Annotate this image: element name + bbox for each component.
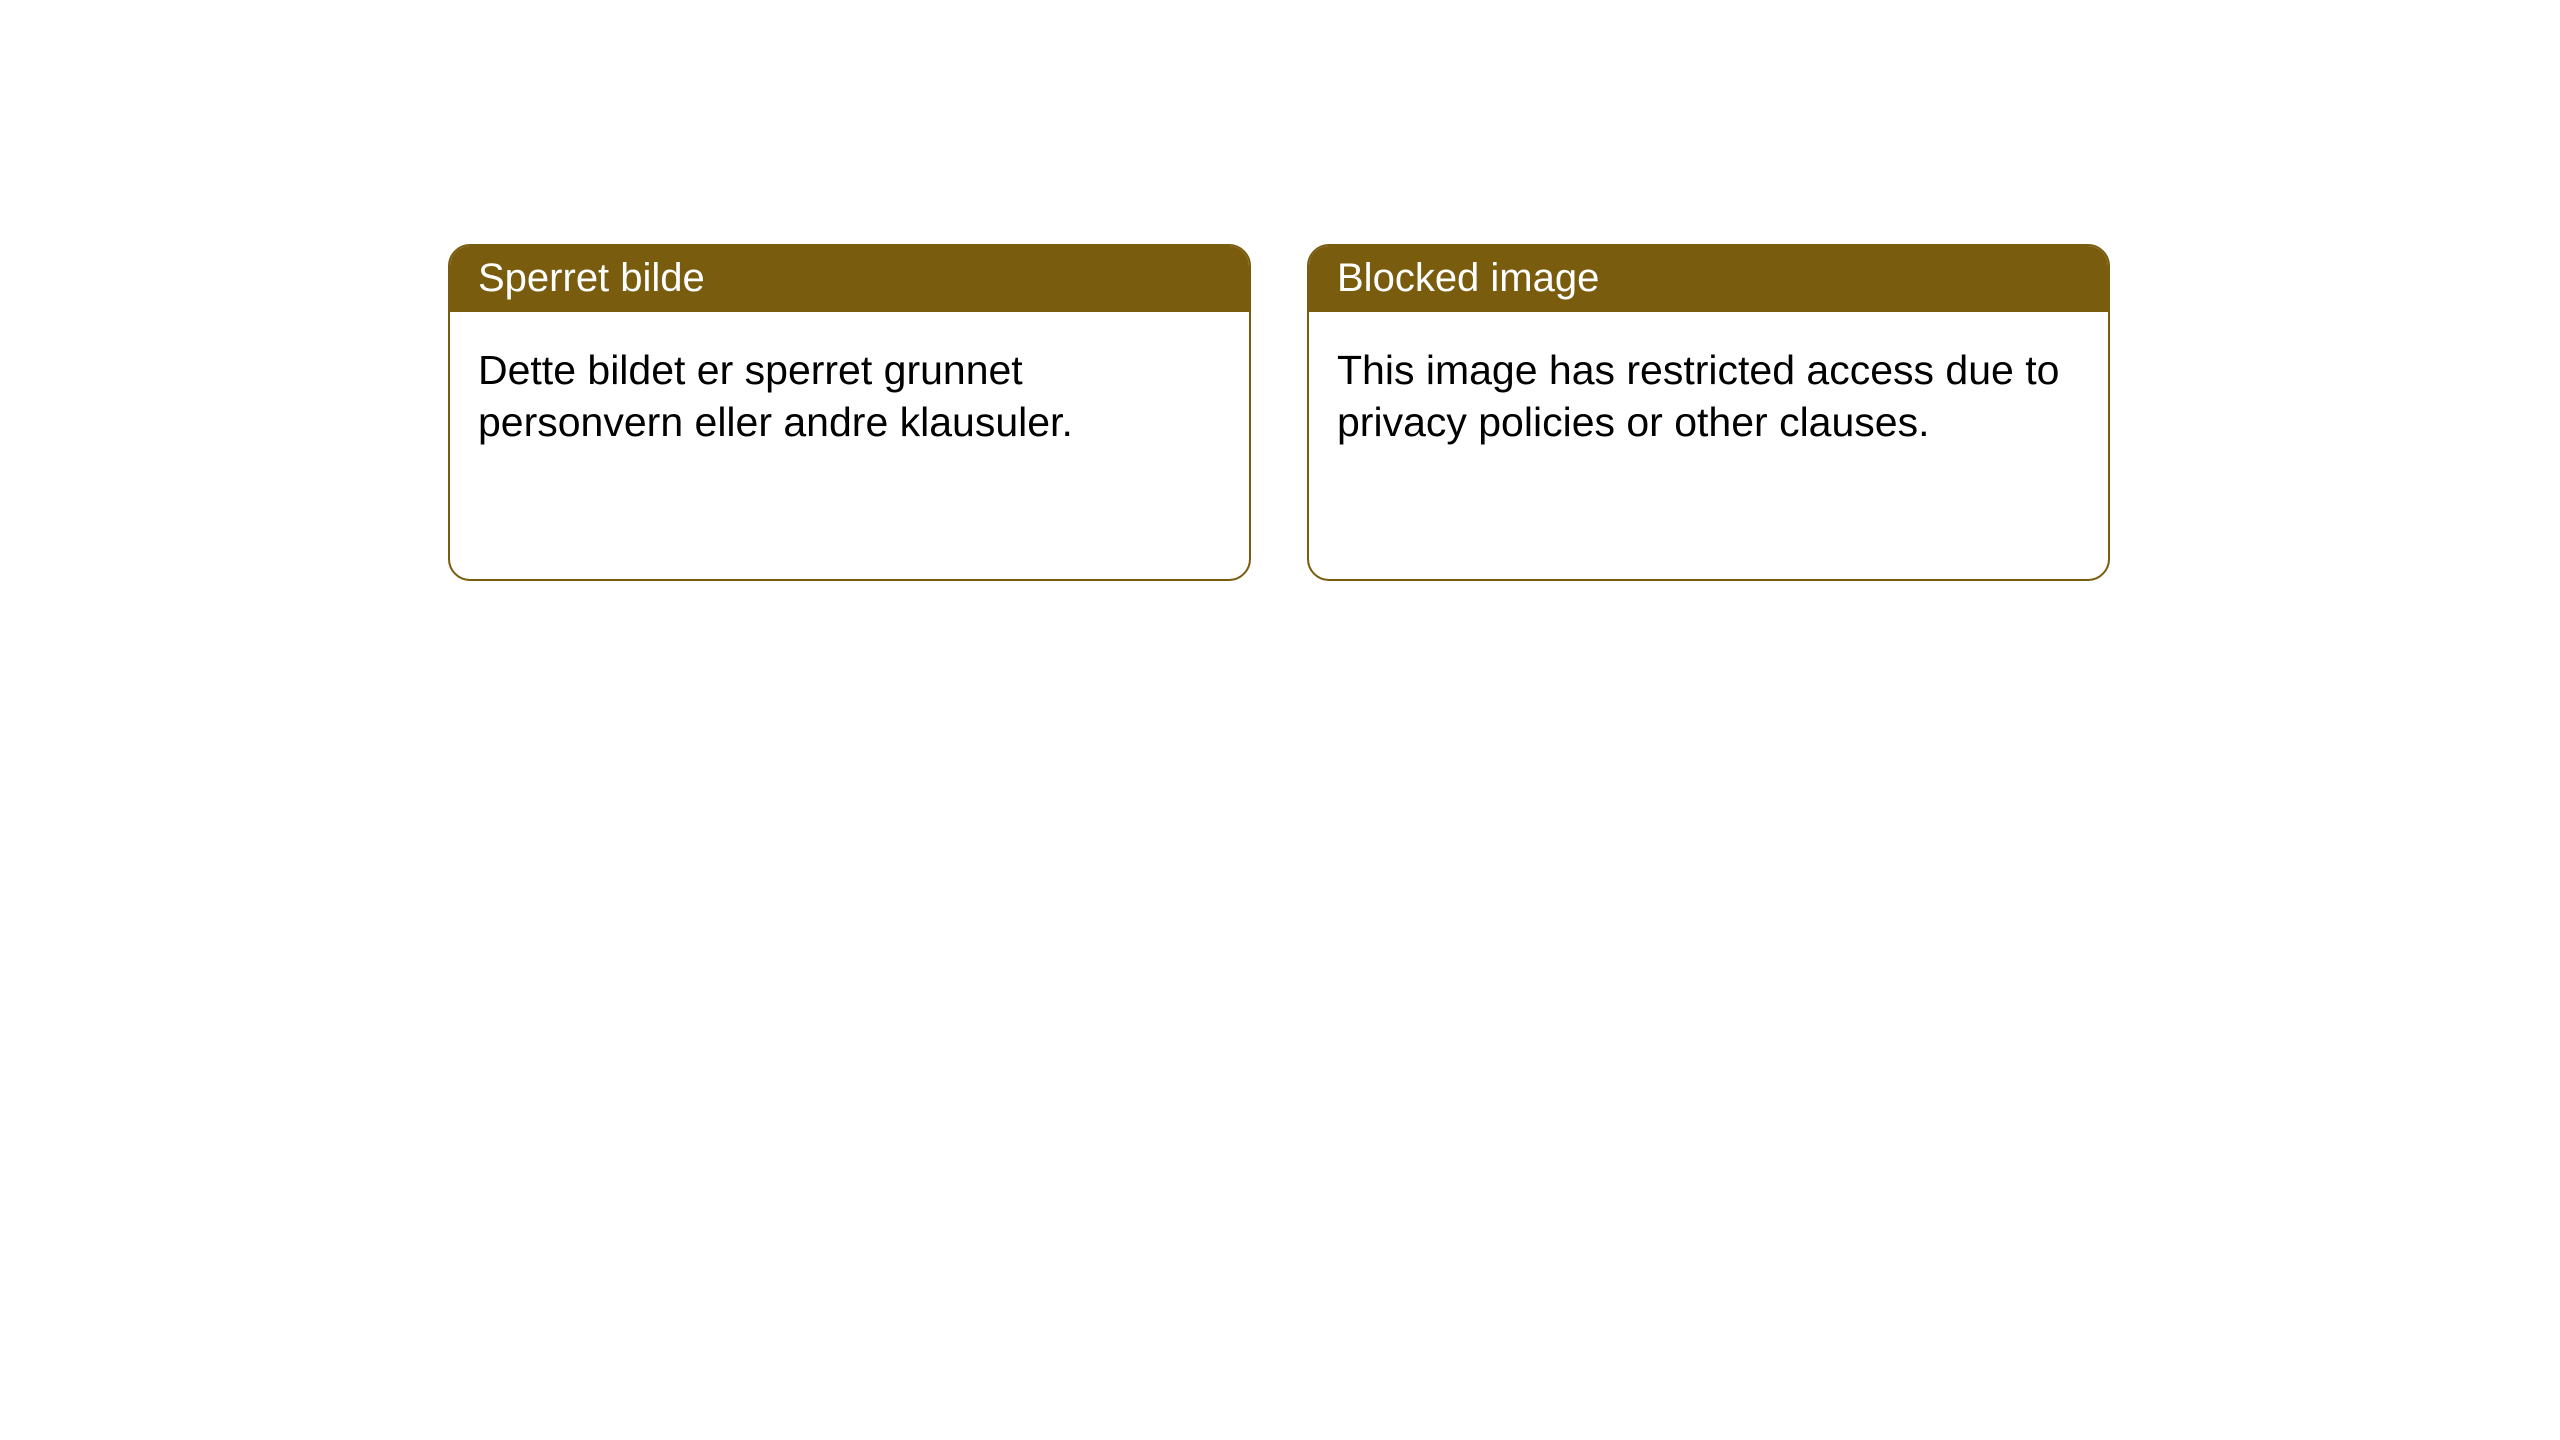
card-body: This image has restricted access due to …	[1309, 312, 2108, 476]
card-body: Dette bildet er sperret grunnet personve…	[450, 312, 1249, 476]
notice-card-norwegian: Sperret bilde Dette bildet er sperret gr…	[448, 244, 1251, 581]
card-header: Sperret bilde	[450, 246, 1249, 312]
notice-container: Sperret bilde Dette bildet er sperret gr…	[448, 244, 2110, 581]
card-header: Blocked image	[1309, 246, 2108, 312]
notice-card-english: Blocked image This image has restricted …	[1307, 244, 2110, 581]
